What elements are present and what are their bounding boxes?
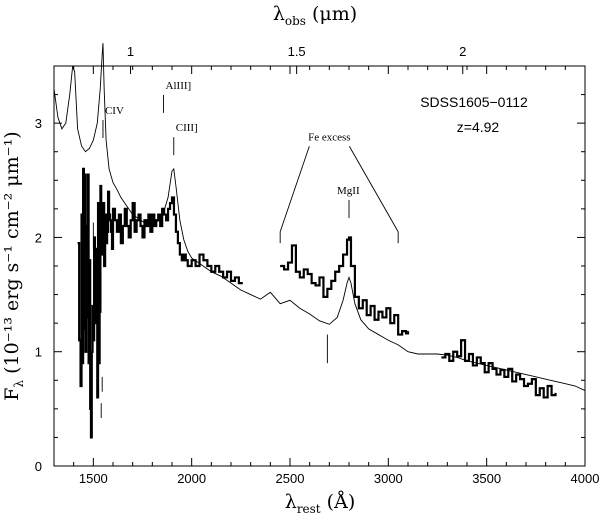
top-tick-label: 1.5 <box>288 44 306 59</box>
y-axis-label-tail: (10⁻¹³ erg s⁻¹ cm⁻² μm⁻¹) <box>1 131 23 380</box>
y-axis-label: Fλ (10⁻¹³ erg s⁻¹ cm⁻² μm⁻¹) <box>1 131 26 400</box>
x-tick-label: 1500 <box>79 471 108 486</box>
x-axis-bottom-ticks: 1500 2000 2500 3000 3500 4000 <box>53 66 600 486</box>
x-axis-bottom-label-tail: (Å) <box>321 491 356 513</box>
y-axis-ticks: 0 1 2 3 <box>35 65 585 474</box>
top-tick-label: 2 <box>459 44 466 59</box>
spectrum-thick-segment <box>280 236 410 336</box>
x-tick-label: 3500 <box>472 471 501 486</box>
x-tick-label: 3000 <box>374 471 403 486</box>
spectrum-thick-segment <box>77 167 243 439</box>
composite-spectrum-line <box>53 43 586 391</box>
object-name: SDSS1605−0112 <box>420 94 528 110</box>
top-tick-label: 1 <box>127 44 134 59</box>
annotation-fe-excess: Fe excess <box>308 131 350 143</box>
x-axis-bottom-label-sub: rest <box>297 502 321 516</box>
x-tick-label: 4000 <box>571 471 600 486</box>
x-tick-label: 2000 <box>177 471 206 486</box>
y-tick-label: 2 <box>35 230 42 245</box>
y-tick-label: 0 <box>35 459 42 474</box>
x-axis-top-label: λobs (μm) <box>273 3 357 28</box>
y-axis-label-main: F <box>1 388 23 401</box>
y-tick-label: 1 <box>35 345 42 360</box>
y-tick-label: 3 <box>35 116 42 131</box>
x-axis-bottom-label-main: λ <box>285 491 297 513</box>
x-axis-top-label-main: λ <box>273 3 285 25</box>
x-tick-label: 2500 <box>276 471 305 486</box>
fe-bracket-right <box>348 146 399 232</box>
y-axis-label-sub: λ <box>12 380 26 388</box>
x-axis-top-label-sub: obs <box>285 14 306 28</box>
annotation-line-label: AlIII] <box>166 80 192 92</box>
redshift-label: z=4.92 <box>457 119 500 135</box>
spectrum-thick-segment <box>441 339 557 399</box>
annotations-layer: CIV AlIII] CIII] Fe excess MgII <box>92 80 399 418</box>
annotation-line-label: CIV <box>105 105 124 117</box>
plot-frame <box>53 65 586 467</box>
fe-bracket-left <box>279 146 310 232</box>
x-axis-top-label-tail: (μm) <box>306 3 357 25</box>
x-axis-bottom-label: λrest (Å) <box>285 491 355 516</box>
annotation-line-label: MgII <box>337 185 360 197</box>
annotation-line-label: CIII] <box>176 122 198 134</box>
x-axis-top-ticks: 1 1.5 2 <box>127 44 466 74</box>
series-layer <box>53 43 586 439</box>
